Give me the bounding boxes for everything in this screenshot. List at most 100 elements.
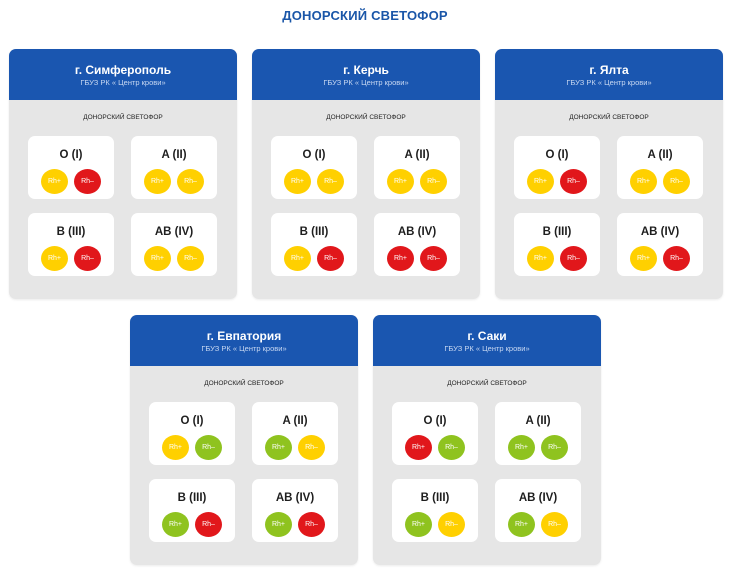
- rh-negative-indicator: Rh–: [438, 512, 465, 537]
- rh-positive-indicator: Rh+: [527, 246, 554, 271]
- rh-positive-indicator: Rh+: [508, 435, 535, 460]
- rh-negative-indicator: Rh–: [195, 435, 222, 460]
- blood-group-grid: O (I) Rh+ Rh– A (II) Rh+ Rh– B (III) Rh+ Rh– AB (…: [130, 402, 358, 562]
- blood-group-box: AB (IV) Rh+ Rh–: [495, 479, 581, 542]
- card-subtitle: ДОНОРСКИЙ СВЕТОФОР: [204, 380, 284, 387]
- city-name: г. Ялта: [589, 63, 629, 77]
- card-header: г. Симферополь ГБУЗ РК « Центр крови»: [9, 49, 237, 100]
- rh-positive-indicator: Rh+: [144, 246, 171, 271]
- city-card: г. Ялта ГБУЗ РК « Центр крови» ДОНОРСКИЙ С…: [495, 49, 723, 299]
- card-subtitle: ДОНОРСКИЙ СВЕТОФОР: [569, 114, 649, 121]
- rh-indicator-row: Rh+ Rh–: [374, 246, 460, 272]
- rh-positive-indicator: Rh+: [405, 512, 432, 537]
- rh-positive-indicator: Rh+: [630, 246, 657, 271]
- blood-group-box: O (I) Rh+ Rh–: [514, 136, 600, 199]
- rh-negative-indicator: Rh–: [298, 512, 325, 537]
- blood-group-box: A (II) Rh+ Rh–: [131, 136, 217, 199]
- rh-negative-indicator: Rh–: [74, 169, 101, 194]
- blood-group-label: AB (IV): [275, 492, 315, 504]
- organization-name: ГБУЗ РК « Центр крови»: [444, 344, 530, 353]
- rh-negative-indicator: Rh–: [420, 169, 447, 194]
- rh-indicator-row: Rh+ Rh–: [374, 169, 460, 195]
- city-card: г. Симферополь ГБУЗ РК « Центр крови» ДОНО…: [9, 49, 237, 299]
- rh-positive-indicator: Rh+: [405, 435, 432, 460]
- rh-indicator-row: Rh+ Rh–: [28, 246, 114, 272]
- blood-group-box: B (III) Rh+ Rh–: [28, 213, 114, 276]
- blood-group-label: B (III): [177, 492, 207, 504]
- card-header: г. Ялта ГБУЗ РК « Центр крови»: [495, 49, 723, 100]
- blood-group-box: A (II) Rh+ Rh–: [374, 136, 460, 199]
- blood-group-label: O (I): [302, 149, 326, 161]
- card-subtitle: ДОНОРСКИЙ СВЕТОФОР: [83, 114, 163, 121]
- blood-group-label: B (III): [299, 226, 329, 238]
- rh-negative-indicator: Rh–: [317, 169, 344, 194]
- blood-group-box: O (I) Rh+ Rh–: [149, 402, 235, 465]
- blood-group-label: O (I): [180, 415, 204, 427]
- rh-negative-indicator: Rh–: [663, 169, 690, 194]
- blood-group-label: AB (IV): [154, 226, 194, 238]
- card-header: г. Саки ГБУЗ РК « Центр крови»: [373, 315, 601, 366]
- organization-name: ГБУЗ РК « Центр крови»: [80, 78, 166, 87]
- city-card: г. Керчь ГБУЗ РК « Центр крови» ДОНОРСКИЙ …: [252, 49, 480, 299]
- rh-indicator-row: Rh+ Rh–: [149, 435, 235, 461]
- rh-indicator-row: Rh+ Rh–: [514, 169, 600, 195]
- rh-negative-indicator: Rh–: [420, 246, 447, 271]
- rh-negative-indicator: Rh–: [74, 246, 101, 271]
- blood-group-label: O (I): [59, 149, 83, 161]
- rh-positive-indicator: Rh+: [162, 512, 189, 537]
- blood-group-grid: O (I) Rh+ Rh– A (II) Rh+ Rh– B (III) Rh+ Rh– AB (…: [252, 136, 480, 296]
- blood-group-label: A (II): [404, 149, 430, 161]
- blood-group-box: A (II) Rh+ Rh–: [252, 402, 338, 465]
- blood-group-label: AB (IV): [397, 226, 437, 238]
- blood-group-label: AB (IV): [640, 226, 680, 238]
- blood-group-label: B (III): [542, 226, 572, 238]
- blood-group-box: AB (IV) Rh+ Rh–: [617, 213, 703, 276]
- rh-negative-indicator: Rh–: [195, 512, 222, 537]
- blood-group-box: O (I) Rh+ Rh–: [28, 136, 114, 199]
- blood-group-grid: O (I) Rh+ Rh– A (II) Rh+ Rh– B (III) Rh+ Rh– AB (…: [373, 402, 601, 562]
- card-subtitle: ДОНОРСКИЙ СВЕТОФОР: [326, 114, 406, 121]
- card-header: г. Керчь ГБУЗ РК « Центр крови»: [252, 49, 480, 100]
- rh-positive-indicator: Rh+: [284, 169, 311, 194]
- rh-negative-indicator: Rh–: [177, 169, 204, 194]
- rh-indicator-row: Rh+ Rh–: [271, 246, 357, 272]
- city-name: г. Евпатория: [206, 329, 282, 343]
- blood-group-box: B (III) Rh+ Rh–: [392, 479, 478, 542]
- blood-group-box: AB (IV) Rh+ Rh–: [252, 479, 338, 542]
- blood-group-box: B (III) Rh+ Rh–: [514, 213, 600, 276]
- city-card: г. Саки ГБУЗ РК « Центр крови» ДОНОРСКИЙ С…: [373, 315, 601, 565]
- blood-group-label: A (II): [647, 149, 673, 161]
- blood-group-label: B (III): [420, 492, 450, 504]
- card-header: г. Евпатория ГБУЗ РК « Центр крови»: [130, 315, 358, 366]
- rh-indicator-row: Rh+ Rh–: [514, 246, 600, 272]
- city-name: г. Саки: [467, 329, 507, 343]
- rh-indicator-row: Rh+ Rh–: [495, 435, 581, 461]
- rh-negative-indicator: Rh–: [317, 246, 344, 271]
- blood-group-box: O (I) Rh+ Rh–: [392, 402, 478, 465]
- rh-indicator-row: Rh+ Rh–: [617, 246, 703, 272]
- blood-group-box: AB (IV) Rh+ Rh–: [374, 213, 460, 276]
- rh-positive-indicator: Rh+: [387, 246, 414, 271]
- rh-negative-indicator: Rh–: [560, 169, 587, 194]
- rh-negative-indicator: Rh–: [560, 246, 587, 271]
- rh-positive-indicator: Rh+: [162, 435, 189, 460]
- rh-indicator-row: Rh+ Rh–: [131, 246, 217, 272]
- rh-positive-indicator: Rh+: [284, 246, 311, 271]
- blood-group-box: A (II) Rh+ Rh–: [617, 136, 703, 199]
- rh-negative-indicator: Rh–: [541, 512, 568, 537]
- rh-indicator-row: Rh+ Rh–: [149, 512, 235, 538]
- blood-group-grid: O (I) Rh+ Rh– A (II) Rh+ Rh– B (III) Rh+ Rh– AB (…: [9, 136, 237, 296]
- rh-indicator-row: Rh+ Rh–: [131, 169, 217, 195]
- organization-name: ГБУЗ РК « Центр крови»: [323, 78, 409, 87]
- blood-group-label: AB (IV): [518, 492, 558, 504]
- city-name: г. Керчь: [343, 63, 389, 77]
- rh-positive-indicator: Rh+: [508, 512, 535, 537]
- organization-name: ГБУЗ РК « Центр крови»: [201, 344, 287, 353]
- rh-indicator-row: Rh+ Rh–: [495, 512, 581, 538]
- rh-indicator-row: Rh+ Rh–: [252, 435, 338, 461]
- rh-negative-indicator: Rh–: [663, 246, 690, 271]
- rh-negative-indicator: Rh–: [177, 246, 204, 271]
- page-title: ДОНОРСКИЙ СВЕТОФОР: [282, 8, 448, 23]
- blood-group-box: B (III) Rh+ Rh–: [271, 213, 357, 276]
